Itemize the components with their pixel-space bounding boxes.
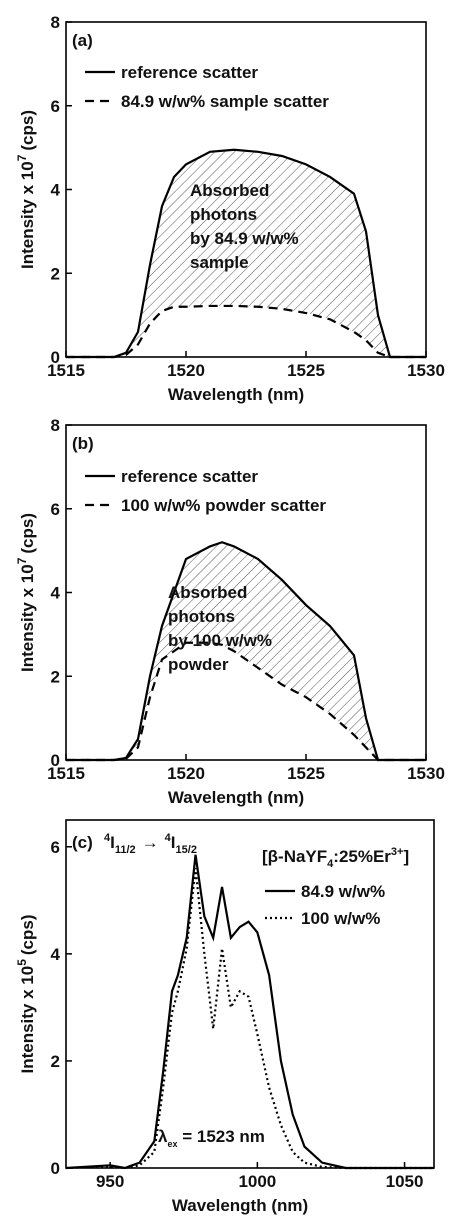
x-tick-label: 1530: [407, 361, 445, 380]
y-tick-label: 6: [51, 97, 60, 116]
x-tick-label: 1525: [287, 361, 325, 380]
annotation: by 84.9 w/w%: [190, 229, 299, 248]
x-tick-label: 1525: [287, 764, 325, 783]
transition-part: I: [110, 833, 115, 852]
legend-title: [β-NaYF4:25%Er3+]: [262, 846, 409, 870]
y-axis-title-part: Intensity x 10: [18, 966, 37, 1074]
transition-part: 4: [104, 832, 111, 844]
x-tick-label: 1520: [167, 361, 205, 380]
y-axis-title-part: (cps): [18, 110, 37, 151]
x-tick-label: 1530: [407, 764, 445, 783]
y-tick-label: 2: [51, 264, 60, 283]
annotation: powder: [168, 655, 229, 674]
y-axis-title-part: 7: [15, 154, 29, 161]
legend-label: 100 w/w%: [301, 909, 380, 928]
transition-part: 4: [165, 832, 172, 844]
y-tick-label: 4: [51, 945, 61, 964]
y-tick-label: 0: [51, 751, 60, 770]
annotation: photons: [168, 607, 235, 626]
excitation-label: λex = 1523 nm: [158, 1127, 265, 1149]
legend-label: 100 w/w% powder scatter: [121, 496, 326, 515]
transition-part: 15/2: [176, 844, 197, 856]
series-line: [66, 304, 426, 359]
y-tick-label: 8: [51, 13, 60, 32]
y-tick-label: 2: [51, 667, 60, 686]
transition-part: I: [171, 833, 176, 852]
excitation-label-part: ex: [167, 1139, 177, 1149]
excitation-label-part: = 1523 nm: [177, 1127, 264, 1146]
y-tick-label: 0: [51, 1159, 60, 1178]
y-axis-title-part: 7: [15, 557, 29, 564]
transition-part: →: [142, 833, 159, 852]
y-axis-title-part: Intensity x 10: [18, 161, 37, 269]
y-tick-label: 0: [51, 348, 60, 367]
x-tick-label: 1000: [238, 1172, 276, 1191]
panel-label: (b): [72, 434, 94, 453]
legend-title-part: 3+: [391, 846, 404, 858]
legend-title-part: [β-NaYF: [262, 847, 327, 866]
legend-label: 84.9 w/w% sample scatter: [121, 92, 329, 111]
y-axis-title-part: (cps): [18, 513, 37, 554]
series-line: [65, 854, 434, 1170]
transition: 4I11/2 → 4I15/2: [104, 832, 197, 856]
legend-title-part: 4: [327, 858, 334, 870]
y-tick-label: 2: [51, 1052, 60, 1071]
plot-frame: [65, 819, 435, 1169]
x-tick-label: 1515: [47, 361, 85, 380]
annotation: Absorbed: [190, 181, 269, 200]
legend-label: 84.9 w/w%: [301, 882, 385, 901]
absorbed-area: [66, 542, 426, 760]
excitation-label-part: λ: [158, 1127, 168, 1146]
y-axis-title-part: 5: [15, 959, 29, 966]
legend-title-part: :25%Er: [333, 847, 391, 866]
x-tick-label: 1515: [47, 764, 85, 783]
x-axis-title: Wavelength (nm): [168, 788, 304, 807]
y-tick-label: 6: [51, 838, 60, 857]
panel-label: (c): [72, 833, 93, 852]
y-tick-label: 6: [51, 500, 60, 519]
series-line: [66, 541, 426, 762]
series-line: [66, 641, 426, 762]
y-tick-label: 8: [51, 416, 60, 435]
y-axis-title-part: Intensity x 10: [18, 564, 37, 672]
series-line: [65, 868, 434, 1170]
x-tick-label: 1520: [167, 764, 205, 783]
annotation: by 100 w/w%: [168, 631, 272, 650]
annotation: Absorbed: [168, 583, 247, 602]
legend-title-part: ]: [403, 847, 409, 866]
x-tick-label: 950: [96, 1172, 124, 1191]
y-tick-label: 4: [51, 181, 61, 200]
absorbed-area: [66, 149, 426, 357]
y-axis-title: Intensity x 105 (cps): [15, 914, 37, 1073]
legend-label: reference scatter: [121, 467, 258, 486]
y-axis-title: Intensity x 107 (cps): [15, 513, 37, 672]
annotation: sample: [190, 253, 249, 272]
annotation: photons: [190, 205, 257, 224]
y-axis-title: Intensity x 107 (cps): [15, 110, 37, 269]
transition-part: 11/2: [115, 844, 136, 856]
legend-label: reference scatter: [121, 63, 258, 82]
panel-label: (a): [72, 31, 93, 50]
y-tick-label: 4: [51, 584, 61, 603]
x-axis-title: Wavelength (nm): [172, 1196, 308, 1215]
x-tick-label: 1050: [386, 1172, 424, 1191]
x-axis-title: Wavelength (nm): [168, 385, 304, 404]
y-axis-title-part: (cps): [18, 914, 37, 955]
series-line: [66, 148, 426, 359]
